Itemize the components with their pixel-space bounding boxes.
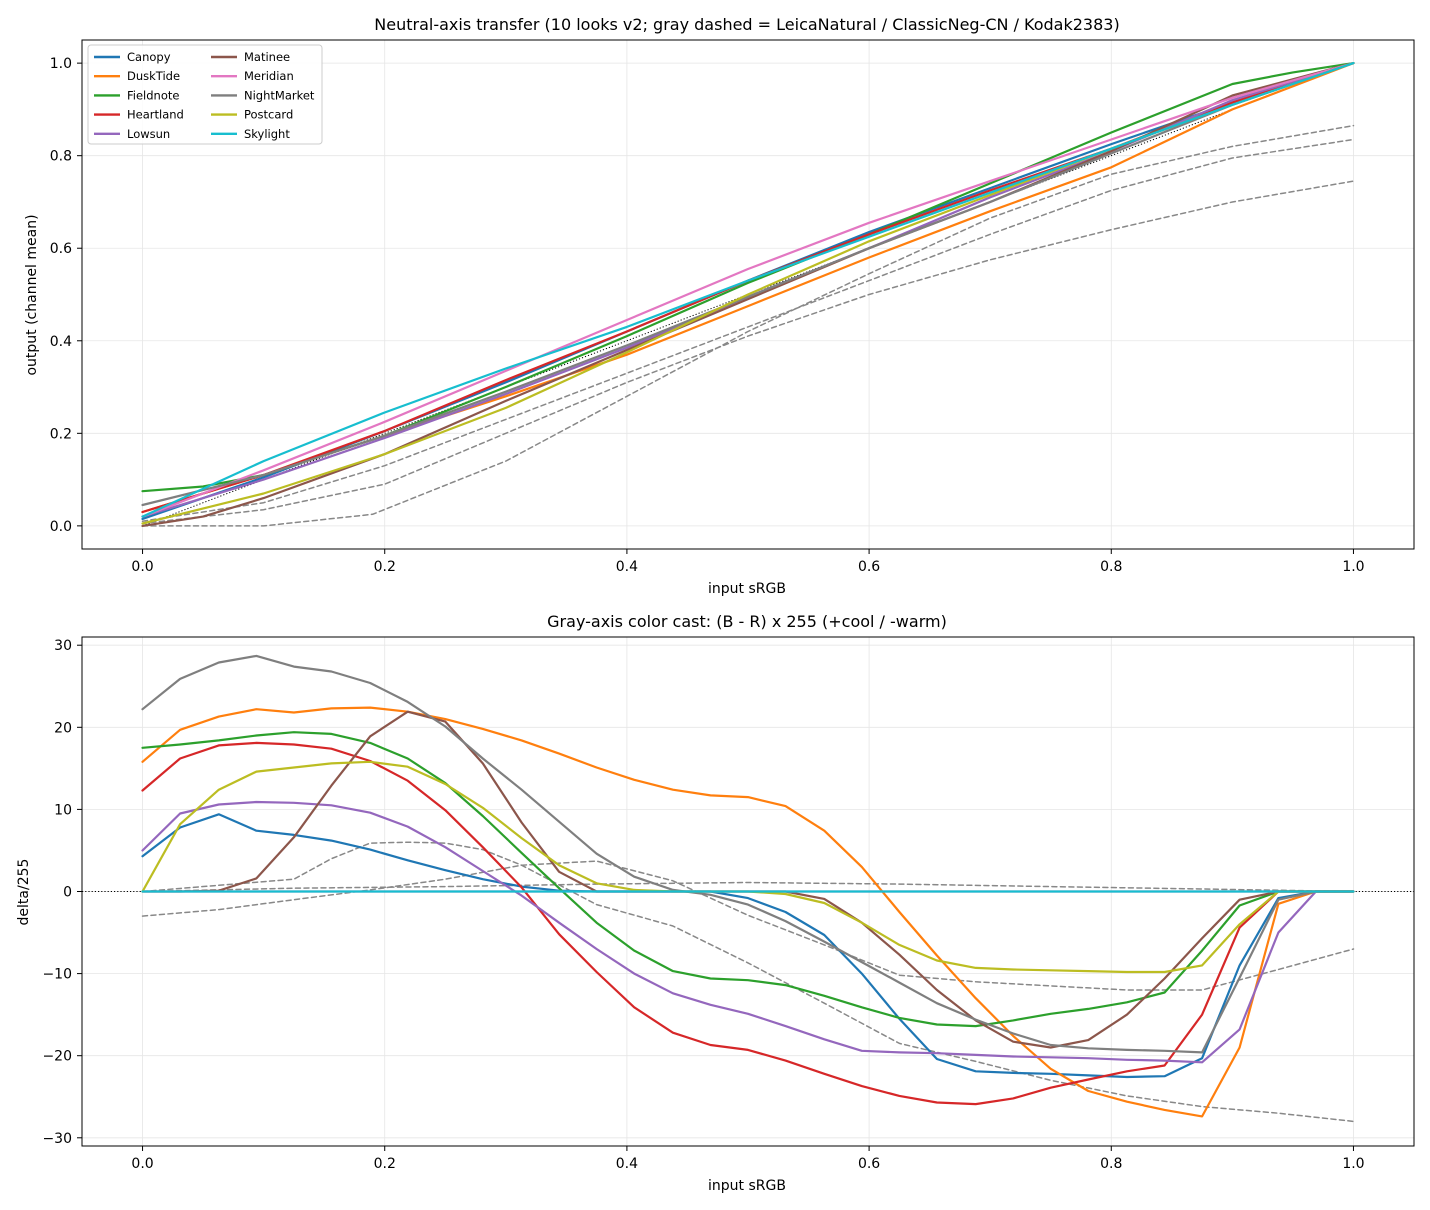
series-line-meridian [141,61,1355,518]
reference-look-line [141,180,1355,525]
transfer-chart: Neutral-axis transfer (10 looks v2; gray… [24,15,1415,597]
x-tick-label: 0.8 [1100,1156,1122,1172]
color-cast-chart: Gray-axis color cast: (B - R) x 255 (+co… [16,612,1415,1194]
series-line-nightmarket [141,61,1355,507]
series-line-lowsun [141,800,1355,1064]
x-tick-label: 1.0 [1342,1156,1364,1172]
legend-box [87,44,323,145]
legend: Canopy DuskTide Fieldnote Heartland Lowsun Ma… [87,44,323,145]
series-line-dusktide [141,706,1355,1118]
y-tick-label: 10 [54,802,72,818]
legend-label-nightmarket: NightMarket [244,88,315,102]
y-tick-label: −20 [42,1049,72,1065]
series-line-canopy [141,813,1355,1079]
reference-look-line [141,860,1355,991]
y-tick-label: 30 [54,638,72,654]
y-tick-label: 0.8 [50,149,72,165]
legend-label-matinee: Matinee [244,50,290,64]
x-tick-label: 0.2 [374,559,396,575]
x-tick-label: 0.6 [858,559,880,575]
y-tick-label: 0 [63,885,72,901]
plot-frame [81,39,1415,550]
series-lines [141,61,1355,528]
legend-label-skylight: Skylight [244,127,290,141]
reference-look-line [141,138,1355,522]
y-tick-label: −30 [42,1131,72,1147]
x-tick-label: 0.0 [131,1156,153,1172]
y-axis-ticks: −30 −20 −10 0 10 20 30 [42,638,82,1147]
y-tick-label: 0.6 [50,241,72,257]
x-tick-label: 0.0 [131,559,153,575]
x-tick-label: 1.0 [1342,559,1364,575]
chart-title: Neutral-axis transfer (10 looks v2; gray… [374,15,1119,34]
series-lines [82,654,1414,1123]
legend-label-meridian: Meridian [244,69,294,83]
y-tick-label: 1.0 [50,56,72,72]
y-axis-label: delta/255 [16,859,32,926]
series-line-skylight [141,61,1355,518]
series-line-nightmarket [141,654,1355,1054]
reference-look-line [141,124,1355,527]
x-tick-label: 0.4 [616,1156,638,1172]
y-axis-ticks: 0.0 0.2 0.4 0.6 0.8 1.0 [50,56,82,535]
x-tick-label: 0.2 [374,1156,396,1172]
x-axis-ticks: 0.0 0.2 0.4 0.6 0.8 1.0 [131,549,1365,575]
legend-label-fieldnote: Fieldnote [127,88,179,102]
y-tick-label: 20 [54,720,72,736]
y-tick-label: −10 [42,967,72,983]
x-tick-label: 0.8 [1100,559,1122,575]
y-tick-label: 0.4 [50,334,72,350]
y-tick-label: 0.2 [50,426,72,442]
y-axis-label: output (channel mean) [24,214,40,375]
legend-label-canopy: Canopy [127,50,171,64]
x-axis-label: input sRGB [708,581,786,597]
legend-label-dusktide: DuskTide [127,69,180,83]
y-tick-label: 0.0 [50,519,72,535]
legend-label-heartland: Heartland [127,108,184,122]
series-line-heartland [141,741,1355,1106]
chart-title: Gray-axis color cast: (B - R) x 255 (+co… [547,612,947,631]
reference-look-line [141,881,1355,893]
x-tick-label: 0.4 [616,559,638,575]
legend-label-lowsun: Lowsun [127,127,170,141]
x-tick-label: 0.6 [858,1156,880,1172]
reference-look-line [141,841,1355,1123]
x-axis-label: input sRGB [708,1178,786,1194]
series-line-fieldnote [141,731,1355,1028]
legend-label-postcard: Postcard [244,108,293,122]
x-axis-ticks: 0.0 0.2 0.4 0.6 0.8 1.0 [131,1146,1365,1172]
